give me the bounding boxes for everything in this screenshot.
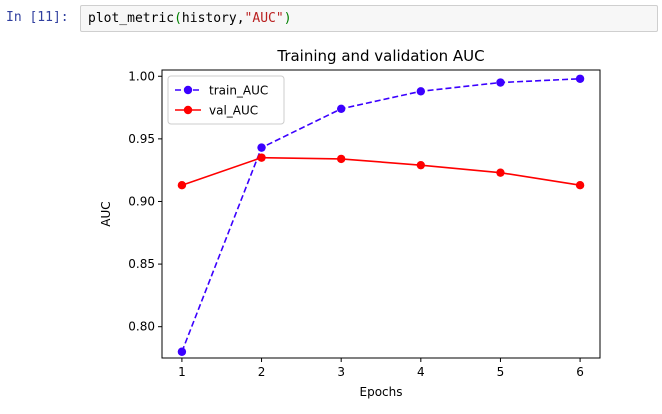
y-tick-label: 0.80 — [128, 320, 155, 334]
code-function: plot_metric — [88, 11, 175, 26]
legend-label: train_AUC — [209, 84, 268, 98]
x-tick-label: 1 — [178, 365, 186, 379]
x-tick-label: 6 — [576, 365, 584, 379]
notebook-input-cell: In [11]: plot_metric(history,"AUC") — [0, 0, 662, 40]
cell-output: Training and validation AUC 1 2 3 4 5 6 0.80 0.8… — [80, 38, 658, 410]
code-open-paren: ( — [174, 11, 182, 26]
code-editor[interactable]: plot_metric(history,"AUC") — [80, 5, 658, 32]
y-tick-label: 0.95 — [128, 132, 155, 146]
y-tick-label: 1.00 — [128, 69, 155, 83]
data-point-train_AUC — [336, 104, 346, 114]
code-string: "AUC" — [244, 11, 284, 26]
series-line-val_AUC — [181, 156, 581, 186]
x-axis-label: Epochs — [360, 385, 403, 399]
x-tick-label: 3 — [337, 365, 345, 379]
legend-marker-val_AUC — [183, 105, 193, 115]
auc-line-chart: Training and validation AUC 1 2 3 4 5 6 0.80 0.8… — [99, 47, 601, 399]
chart-title: Training and validation AUC — [276, 47, 484, 65]
x-tick-label: 5 — [497, 365, 505, 379]
y-tick-label: 0.90 — [128, 194, 155, 208]
legend-box — [167, 75, 285, 125]
legend-marker-train_AUC — [183, 85, 193, 95]
input-prompt: In [11]: — [6, 10, 69, 25]
y-axis-label: AUC — [99, 201, 113, 226]
data-point-val_AUC — [257, 153, 266, 162]
data-point-val_AUC — [575, 181, 585, 190]
x-tick-label: 2 — [258, 365, 266, 379]
data-point-train_AUC — [416, 87, 426, 96]
data-point-val_AUC — [496, 168, 505, 177]
code-line[interactable]: plot_metric(history,"AUC") — [88, 11, 292, 26]
legend-label: val_AUC — [209, 104, 258, 118]
plot-frame — [161, 69, 601, 359]
series-line-train_AUC — [181, 77, 581, 353]
data-point-val_AUC — [177, 181, 187, 190]
data-point-val_AUC — [416, 160, 426, 170]
data-point-train_AUC — [496, 78, 505, 87]
data-point-val_AUC — [336, 154, 346, 164]
data-point-train_AUC — [257, 143, 266, 152]
data-point-train_AUC — [575, 74, 585, 83]
x-tick-label: 4 — [417, 365, 425, 379]
data-point-train_AUC — [177, 347, 187, 356]
code-close-paren: ) — [283, 11, 292, 26]
y-tick-label: 0.85 — [128, 257, 155, 271]
code-arg: history, — [181, 11, 245, 26]
